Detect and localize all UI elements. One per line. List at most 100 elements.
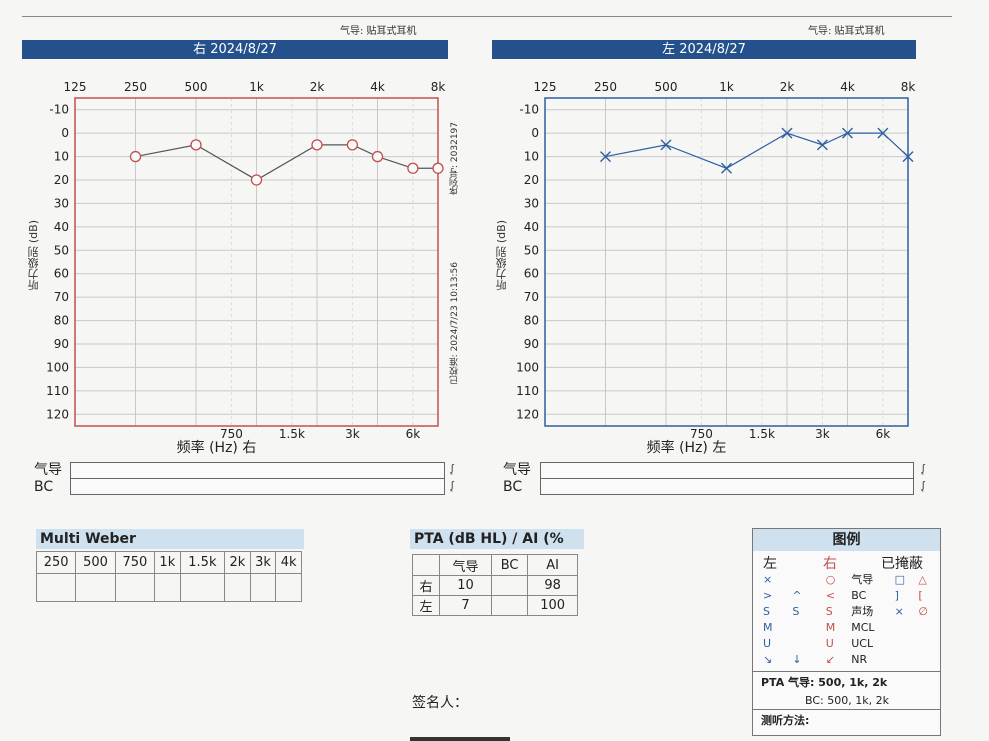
- left-ear-audiogram: -10 0 10 20 30 40 50 60 70 80 90 100 110 120 125 250 500…: [516, 80, 915, 456]
- top-border: [22, 0, 952, 17]
- plot-area: -10 0 10 20 30 40 50 60 70 80 90 100 110 120 125 250 500…: [516, 80, 915, 456]
- y-tick-label: 80: [524, 314, 539, 328]
- legend-symbol-cell: ⨯: [894, 604, 904, 618]
- legend-symbol-cell: ]: [894, 588, 899, 602]
- weber-title: Multi Weber: [36, 529, 304, 549]
- y-tick-label: 30: [54, 196, 69, 210]
- x-top-tick-label: 125: [534, 80, 557, 94]
- plot-area: -10 0 10 20 30 40 50 60 70 80 90 100 110 120 125 250 500…: [46, 80, 445, 456]
- legend-symbol-cell: ○: [825, 572, 836, 586]
- pta-cell: 98: [527, 575, 578, 596]
- x-top-tick-label: 250: [594, 80, 617, 94]
- y-tick-label: 80: [54, 314, 69, 328]
- weber-table: 250 500 750 1k 1.5k 2k 3k 4k: [35, 551, 302, 602]
- x-axis-label: 频率 (Hz) 左: [647, 439, 727, 456]
- legend-symbol-cell: ↘: [763, 652, 773, 666]
- legend-symbol-cell: [: [918, 588, 923, 602]
- weber-value-cell: [224, 573, 251, 602]
- pta-cell: 100: [527, 595, 578, 616]
- y-tick-label: -10: [49, 103, 69, 117]
- x-top-tick-label: 500: [185, 80, 208, 94]
- right-ear-title-bar: 右 2024/8/27: [22, 40, 448, 59]
- data-point-250: [600, 151, 611, 163]
- legend-symbol-cell: <: [825, 588, 835, 602]
- weber-value-cell: [35, 573, 77, 602]
- data-point-2k: [311, 139, 323, 151]
- right-ear-audiogram: -10 0 10 20 30 40 50 60 70 80 90 100 110 120 125 250 500…: [46, 80, 445, 456]
- legend-pta-line1: PTA 气导: 500, 1k, 2k: [761, 676, 888, 689]
- legend-symbol-cell: [893, 635, 917, 651]
- x-bottom-tick-label: 750: [690, 427, 713, 441]
- x-top-tick-label: 4k: [840, 80, 855, 94]
- pta-header-cell: 气导: [438, 554, 493, 576]
- y-tick-label: 60: [54, 267, 69, 281]
- legend-col-right: 右: [823, 556, 837, 572]
- legend-pta-line2: BC: 500, 1k, 2k: [805, 694, 889, 707]
- legend-symbol-cell: NR: [851, 652, 868, 666]
- plot-frame: [544, 97, 909, 427]
- x-bottom-tick-label: 750: [220, 427, 243, 441]
- data-point-500: [190, 139, 202, 151]
- left-air-field: [540, 462, 914, 479]
- x-bottom-tick-label: 1.5k: [749, 427, 775, 441]
- y-tick-label: 60: [524, 267, 539, 281]
- legend-symbol-cell: [893, 619, 917, 635]
- data-point-3k: [346, 139, 359, 151]
- pta-cell: [491, 575, 529, 596]
- legend-symbol-cell: ×: [763, 572, 773, 586]
- legend-symbol-cell: M: [825, 620, 836, 634]
- data-point-8k: [432, 162, 444, 174]
- x-top-tick-label: 2k: [780, 80, 795, 94]
- left-bc-curl-icon: ᶘ: [922, 479, 925, 492]
- x-top-tick-label: 500: [655, 80, 678, 94]
- weber-value-cell: [75, 573, 116, 602]
- pta-header-cell: AI: [527, 554, 578, 576]
- legend-symbol-cell: ↙: [825, 652, 835, 666]
- legend-symbol-cell: [893, 651, 917, 667]
- weber-header-cell: 750: [114, 551, 156, 574]
- y-tick-label: 40: [54, 220, 69, 234]
- weber-header-cell: 250: [35, 551, 77, 574]
- left-air-curl-icon: ᶘ: [922, 462, 925, 475]
- legend-symbol-cell: S: [792, 604, 800, 618]
- y-tick-label: 70: [54, 290, 69, 304]
- y-tick-label: 10: [54, 150, 69, 164]
- legend-symbol-cell: U: [825, 636, 834, 650]
- pta-cell: 7: [438, 595, 493, 616]
- right-bc-label: BC: [34, 479, 54, 495]
- weber-value-cell: [249, 573, 277, 602]
- weber-value-cell: [275, 573, 302, 602]
- data-point-1k: [721, 162, 732, 174]
- x-axis-label: 频率 (Hz) 右: [177, 439, 257, 456]
- pta-cell: [491, 595, 529, 616]
- left-bc-label: BC: [503, 479, 523, 495]
- y-tick-label: 20: [54, 173, 69, 187]
- legend-symbol-cell: >: [763, 588, 773, 602]
- legend-symbol-cell: △: [918, 572, 927, 586]
- legend-symbol-cell: [790, 635, 823, 651]
- x-bottom-tick-label: 1.5k: [279, 427, 305, 441]
- y-tick-label: 20: [524, 173, 539, 187]
- y-tick-label: 40: [524, 220, 539, 234]
- data-point-8k: [902, 151, 914, 163]
- weber-header-cell: 3k: [249, 551, 277, 574]
- x-top-tick-label: 8k: [431, 80, 446, 94]
- legend-symbol-cell: U: [763, 636, 772, 650]
- y-tick-label: 120: [46, 407, 69, 421]
- left-mode-label: 气导: 贴耳式耳机: [808, 26, 885, 37]
- data-point-2k: [781, 127, 793, 139]
- y-tick-label: 0: [531, 126, 539, 140]
- weber-header-cell: 2k: [224, 551, 251, 574]
- data-point-250: [129, 150, 142, 163]
- legend-symbol-cell: ↓: [792, 652, 802, 666]
- weber-value-cell: [179, 573, 226, 602]
- right-air-field: [70, 462, 445, 479]
- pta-cell: 10: [438, 575, 493, 596]
- legend-symbol-cell: □: [894, 572, 906, 586]
- legend-symbol-cell: BC: [851, 588, 867, 602]
- pta-header-cell: BC: [491, 554, 529, 576]
- pta-cell: 左: [412, 595, 440, 616]
- y-tick-label: 30: [524, 196, 539, 210]
- legend-symbol-cell: MCL: [851, 620, 875, 634]
- y-tick-label: 110: [46, 384, 69, 398]
